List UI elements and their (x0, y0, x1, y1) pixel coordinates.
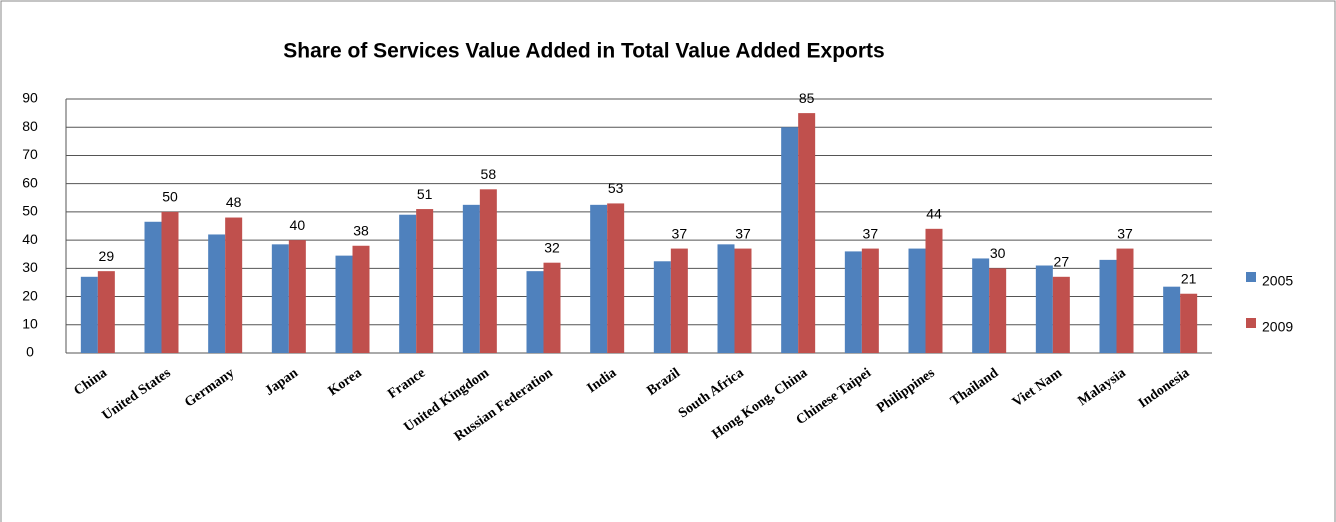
x-tick-label: Germany (182, 366, 237, 411)
bar (844, 251, 862, 353)
bar (271, 244, 289, 353)
y-tick-label: 50 (22, 203, 38, 219)
bar (925, 228, 943, 353)
x-tick-label: France (385, 366, 428, 402)
bar (734, 248, 752, 353)
bar (798, 113, 816, 353)
bar (670, 248, 688, 353)
bar (208, 234, 226, 353)
y-tick-label: 20 (22, 287, 38, 303)
bar (543, 262, 561, 353)
data-label: 44 (926, 206, 942, 222)
data-label: 32 (544, 239, 560, 255)
data-label: 85 (799, 90, 815, 106)
data-label: 53 (608, 180, 624, 196)
y-tick-label: 30 (22, 259, 38, 275)
x-tick-label: Indonesia (1136, 366, 1192, 412)
data-label: 37 (735, 225, 751, 241)
bar (607, 203, 625, 353)
data-label: 50 (162, 189, 178, 205)
data-label: 27 (1054, 254, 1070, 270)
y-tick-label: 60 (22, 174, 38, 190)
bar (590, 204, 608, 353)
bar (416, 209, 434, 353)
bar (908, 248, 926, 353)
y-tick-label: 40 (22, 231, 38, 247)
bar (399, 214, 417, 353)
data-label: 48 (226, 194, 242, 210)
bar (479, 189, 497, 353)
bar (526, 271, 544, 353)
bar (1052, 276, 1070, 353)
bar (144, 221, 162, 353)
legend-label: 2009 (1262, 319, 1293, 335)
data-label: 51 (417, 186, 433, 202)
bar (972, 258, 990, 353)
x-tick-label: Thailand (948, 366, 1001, 410)
data-label: 37 (672, 225, 688, 241)
bar (462, 204, 480, 353)
x-tick-label: Korea (326, 366, 365, 400)
bar (989, 268, 1007, 353)
bar (1116, 248, 1134, 353)
bar (80, 276, 98, 353)
data-label: 30 (990, 245, 1006, 261)
x-tick-label: United States (100, 365, 174, 423)
data-label: 38 (353, 222, 369, 238)
bar (781, 127, 799, 353)
y-tick-label: 10 (22, 315, 38, 331)
bar (1035, 265, 1053, 353)
x-tick-label: Japan (262, 366, 301, 399)
bar (1099, 259, 1117, 353)
legend-swatch (1246, 272, 1256, 282)
y-tick-label: 80 (22, 118, 38, 134)
bar (97, 271, 115, 353)
x-tick-label: Philippines (874, 365, 938, 416)
data-label: 37 (1117, 225, 1133, 241)
bar (352, 245, 370, 353)
bar (861, 248, 879, 353)
data-label: 37 (863, 225, 879, 241)
bar (161, 211, 179, 353)
bar (288, 240, 306, 353)
data-label: 21 (1181, 270, 1197, 286)
x-tick-label: China (71, 366, 110, 399)
bar (335, 255, 353, 353)
x-tick-label: Brazil (644, 366, 683, 399)
y-tick-label: 90 (22, 90, 38, 106)
chart-title: Share of Services Value Added in Total V… (283, 40, 884, 63)
x-tick-label: India (585, 366, 620, 397)
bar (1163, 286, 1181, 353)
legend-label: 2005 (1262, 273, 1293, 289)
x-tick-label: Malaysia (1075, 366, 1128, 410)
legend-swatch (1246, 318, 1256, 328)
y-tick-label: 0 (26, 344, 34, 360)
data-label: 40 (290, 217, 306, 233)
data-label: 29 (99, 248, 115, 264)
y-tick-label: 70 (22, 146, 38, 162)
x-tick-label: Viet Nam (1010, 365, 1065, 410)
bar (1180, 293, 1198, 353)
bar (717, 244, 735, 353)
data-label: 58 (481, 166, 497, 182)
bar (653, 261, 671, 353)
bar (225, 217, 243, 353)
